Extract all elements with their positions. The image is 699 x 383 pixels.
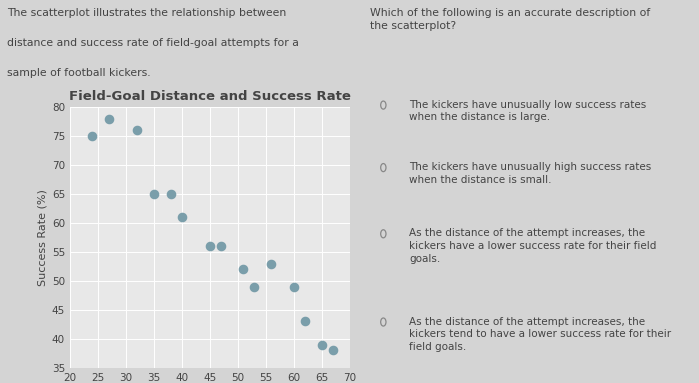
Point (176, 214, 187, 220)
Point (299, 318, 310, 324)
Point (103, 116, 115, 122)
Point (87, 133, 98, 139)
Text: The scatterplot illustrates the relationship between: The scatterplot illustrates the relation… (7, 8, 286, 18)
Point (131, 127, 143, 133)
Point (165, 191, 176, 197)
Point (204, 243, 215, 249)
Text: As the distance of the attempt increases, the
kickers tend to have a lower succe: As the distance of the attempt increases… (409, 316, 671, 352)
Point (316, 342, 327, 348)
Point (266, 260, 277, 267)
Text: The kickers have unusually high success rates
when the distance is small.: The kickers have unusually high success … (409, 162, 651, 185)
Text: Which of the following is an accurate description of
the scatterplot?: Which of the following is an accurate de… (370, 8, 651, 31)
Text: distance and success rate of field-goal attempts for a: distance and success rate of field-goal … (7, 38, 299, 48)
Text: The kickers have unusually low success rates
when the distance is large.: The kickers have unusually low success r… (409, 100, 647, 123)
Y-axis label: Success Rate (%): Success Rate (%) (38, 189, 48, 286)
Point (238, 266, 249, 272)
Title: Field-Goal Distance and Success Rate: Field-Goal Distance and Success Rate (69, 90, 351, 103)
Point (288, 283, 299, 290)
Point (249, 283, 260, 290)
Point (327, 347, 338, 354)
Point (148, 191, 159, 197)
Text: sample of football kickers.: sample of football kickers. (7, 68, 150, 79)
Point (215, 243, 226, 249)
Text: As the distance of the attempt increases, the
kickers have a lower success rate : As the distance of the attempt increases… (409, 228, 656, 264)
